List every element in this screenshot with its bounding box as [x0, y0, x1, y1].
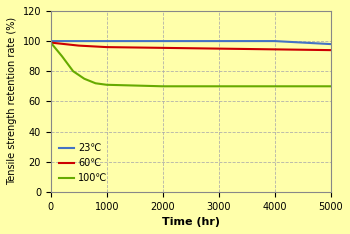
- 23℃: [217, 40, 221, 43]
- 100℃: [217, 85, 221, 88]
- 23℃: [49, 40, 53, 43]
- Legend: 23℃, 60℃, 100℃: 23℃, 60℃, 100℃: [56, 139, 111, 187]
- 23℃: [105, 40, 109, 43]
- 100℃: [329, 85, 333, 88]
- 100℃: [133, 84, 137, 87]
- 60℃: [329, 49, 333, 51]
- 60℃: [77, 44, 81, 47]
- 60℃: [49, 41, 53, 44]
- 100℃: [273, 85, 277, 88]
- 60℃: [217, 47, 221, 50]
- 23℃: [329, 43, 333, 45]
- Line: 60℃: 60℃: [51, 43, 331, 50]
- 60℃: [273, 48, 277, 51]
- 100℃: [60, 55, 64, 58]
- 23℃: [77, 40, 81, 43]
- 100℃: [93, 82, 98, 85]
- 100℃: [161, 85, 165, 88]
- Y-axis label: Tensile strength retention rate (%): Tensile strength retention rate (%): [7, 17, 17, 185]
- Line: 23℃: 23℃: [51, 41, 331, 44]
- 23℃: [273, 40, 277, 43]
- Line: 100℃: 100℃: [51, 43, 331, 86]
- 100℃: [105, 83, 109, 86]
- 100℃: [82, 77, 86, 80]
- 60℃: [161, 47, 165, 49]
- 100℃: [49, 41, 53, 44]
- 23℃: [161, 40, 165, 43]
- 100℃: [71, 70, 75, 73]
- 60℃: [105, 46, 109, 48]
- X-axis label: Time (hr): Time (hr): [162, 217, 220, 227]
